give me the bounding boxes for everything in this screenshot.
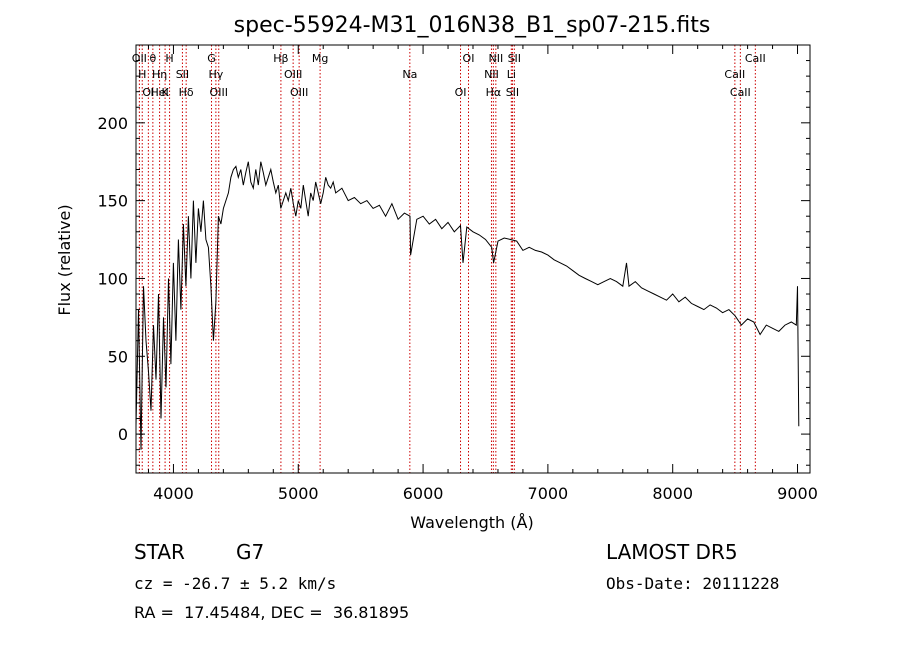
spectral-line-label: G [207,52,216,65]
spectral-line-label: H [138,68,146,81]
spectral-line-label: Hβ [273,52,288,65]
spectral-line-label: H [165,52,173,65]
flux-series [135,161,800,450]
spectral-line-label: Na [402,68,417,81]
x-axis-ticks: 4000 5000 6000 7000 8000 9000 [147,45,818,503]
spectral-line-label: SII [176,68,189,81]
plot-frame [135,44,811,474]
spectral-line-label: SII [508,52,521,65]
survey-name: LAMOST DR5 [606,540,738,564]
spectral-line-label: OIII [290,86,308,99]
spectral-line-label: OII [132,52,147,65]
spectral-line-label: OIII [284,68,302,81]
spectral-line-label: Hη [152,68,167,81]
redshift-text: cz = -26.7 ± 5.2 km/s [134,574,337,593]
spectral-line-label: Hδ [179,86,194,99]
spectral-line-label: Hα [486,86,502,99]
y-tick-label: 100 [97,269,128,288]
chart-title: spec-55924-M31_016N38_B1_sp07-215.fits [234,13,711,38]
spectral-line-label: Li [507,68,516,81]
spectral-line-labels: OIIHOIθHηHeIKHSIIHδGHγOIIIHβOIIIOIIIMgNa… [132,52,766,99]
spectral-line-label: Mg [312,52,328,65]
object-subclass: G7 [236,540,265,564]
x-tick-label: 9000 [777,484,818,503]
object-class: STAR [134,540,185,564]
x-tick-label: 4000 [153,484,194,503]
x-tick-label: 5000 [278,484,319,503]
spectral-line-label: OI [455,86,467,99]
x-axis-label: Wavelength (Å) [410,513,533,532]
spectral-line-label: θ [149,52,156,65]
observation-date: Obs-Date: 20111228 [606,574,780,593]
spectral-line-label: NII [488,52,503,65]
y-axis-label: Flux (relative) [55,204,74,315]
spectral-line-label: HeI [150,86,168,99]
spectral-line-label: SII [506,86,519,99]
y-tick-label: 200 [97,114,128,133]
spectral-line-label: CaII [730,86,751,99]
spectral-line-label: K [161,86,169,99]
spectral-line-label: OI [463,52,475,65]
spectral-line-label: OIII [210,86,228,99]
x-tick-label: 6000 [403,484,444,503]
flux-series-line [135,161,800,450]
spectral-line-label: NII [484,68,499,81]
spectral-line-label: CaII [724,68,745,81]
spectral-line-markers [138,45,756,473]
y-axis-ticks: 0 50 100 150 200 [97,60,810,466]
y-tick-label: 50 [108,347,128,366]
spectral-line-label: Hγ [208,68,223,81]
spectral-line-label: CaII [745,52,766,65]
x-tick-label: 7000 [528,484,569,503]
coordinates-text: RA = 17.45484, DEC = 36.81895 [134,603,410,622]
y-tick-label: 0 [118,425,128,444]
y-tick-label: 150 [97,192,128,211]
spectral-line-label: OI [142,86,154,99]
x-tick-label: 8000 [652,484,693,503]
